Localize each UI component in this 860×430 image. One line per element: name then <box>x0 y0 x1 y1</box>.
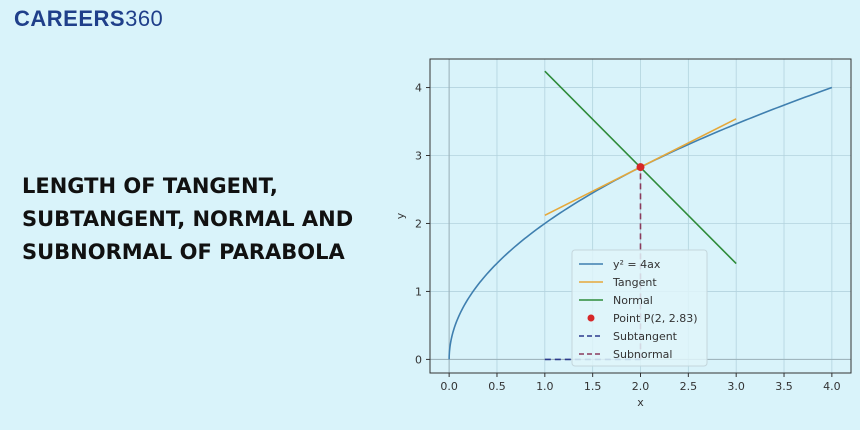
legend-box <box>571 249 708 367</box>
legend-label: Subnormal <box>613 348 672 361</box>
x-tick-label: 3.5 <box>775 380 793 393</box>
x-tick-label: 4.0 <box>823 380 841 393</box>
point-p-marker <box>636 163 645 172</box>
headline-line-3: SUBNORMAL OF PARABOLA <box>22 240 345 264</box>
headline-line-1: LENGTH OF TANGENT, <box>22 174 278 198</box>
y-axis-label: y <box>394 212 407 219</box>
y-tick-label: 2 <box>415 217 422 230</box>
y-tick-label: 1 <box>415 285 422 298</box>
legend-label: Point P(2, 2.83) <box>613 312 698 325</box>
y-tick-label: 4 <box>415 82 422 95</box>
legend-marker-point <box>587 314 595 322</box>
logo-number: 360 <box>125 6 164 31</box>
legend-label: Tangent <box>612 276 657 289</box>
x-tick-label: 2.5 <box>680 380 698 393</box>
x-tick-label: 0.0 <box>440 380 458 393</box>
x-tick-label: 1.0 <box>536 380 554 393</box>
logo-brand: CAREERS <box>14 6 126 31</box>
y-tick-label: 3 <box>415 150 422 163</box>
careers360-logo: CAREERS360 <box>14 6 163 32</box>
headline-line-2: SUBTANGENT, NORMAL AND <box>22 207 354 231</box>
x-tick-label: 3.0 <box>727 380 745 393</box>
legend-label: Normal <box>613 294 653 307</box>
series-parabola-curve <box>448 86 833 360</box>
legend-label: y² = 4ax <box>613 258 661 271</box>
page-headline: LENGTH OF TANGENT, SUBTANGENT, NORMAL AN… <box>22 170 382 269</box>
x-tick-label: 1.5 <box>584 380 602 393</box>
x-axis-label: x <box>637 396 644 409</box>
x-tick-label: 0.5 <box>488 380 506 393</box>
x-tick-label: 2.0 <box>632 380 650 393</box>
legend-label: Subtangent <box>613 330 678 343</box>
y-tick-label: 0 <box>415 353 422 366</box>
